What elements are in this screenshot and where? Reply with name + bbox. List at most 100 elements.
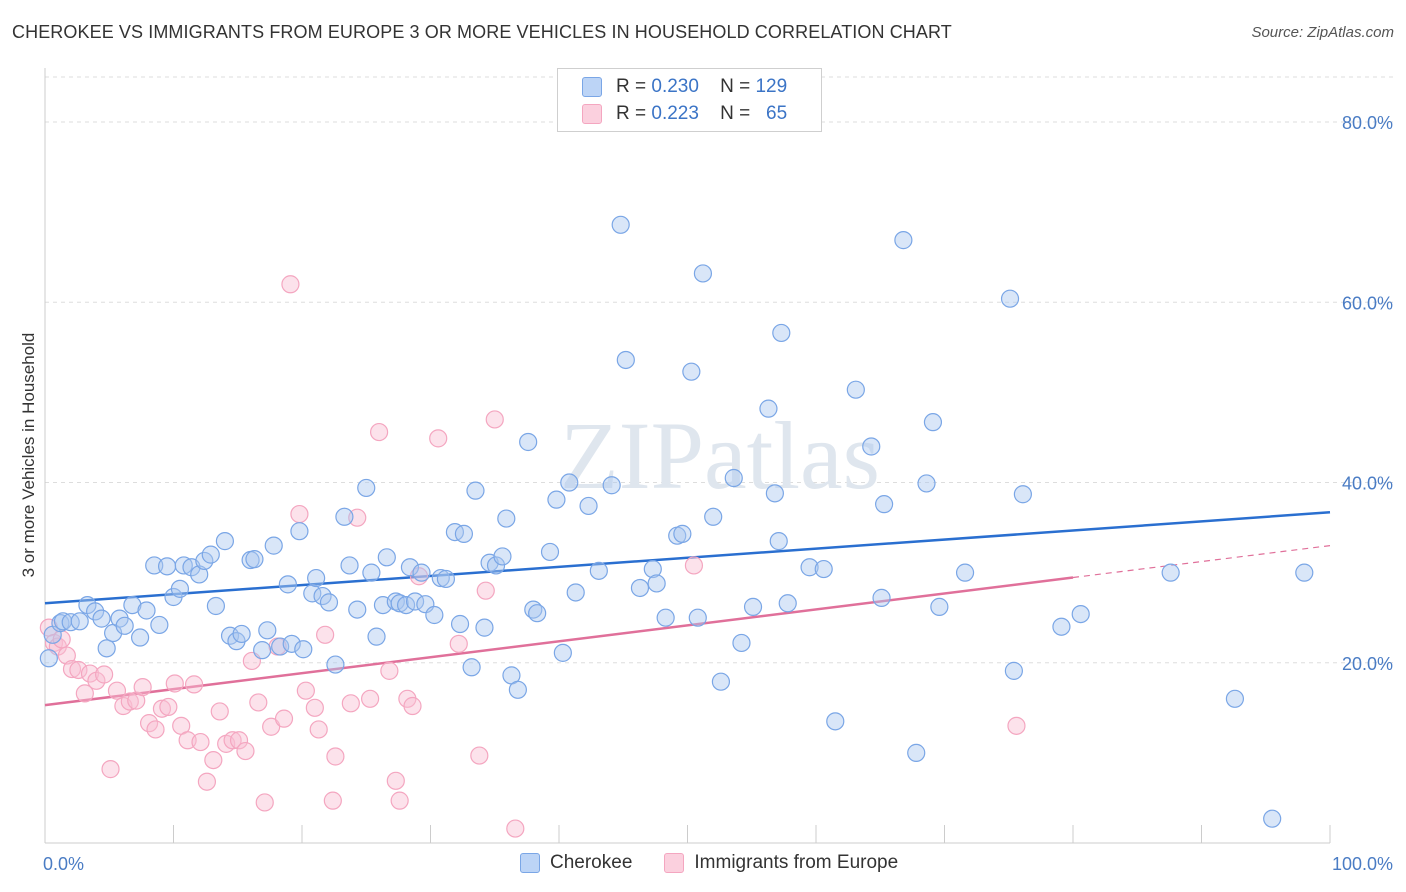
data-point xyxy=(223,731,242,750)
data-point xyxy=(508,680,527,699)
data-point xyxy=(340,556,359,575)
data-point xyxy=(386,771,405,790)
r-value: 0.223 xyxy=(651,103,699,124)
data-point xyxy=(357,478,376,498)
data-point xyxy=(137,601,156,620)
data-point xyxy=(1071,605,1090,624)
data-point xyxy=(215,532,234,551)
data-point xyxy=(362,563,381,582)
data-point xyxy=(528,604,547,623)
trend-line-extension-1 xyxy=(1072,545,1331,579)
data-point xyxy=(201,545,220,564)
data-point xyxy=(405,592,425,611)
n-label: N = xyxy=(720,76,751,97)
data-point xyxy=(258,621,277,640)
data-point xyxy=(335,507,354,526)
data-point xyxy=(589,561,608,580)
data-point xyxy=(361,689,380,708)
data-point xyxy=(711,672,731,691)
data-point xyxy=(282,634,301,653)
data-point xyxy=(732,633,751,653)
data-point xyxy=(449,634,468,653)
data-point xyxy=(743,597,763,616)
data-point xyxy=(184,675,204,694)
data-point xyxy=(326,747,345,766)
y-axis-label: 3 or more Vehicles in Household xyxy=(19,333,38,578)
legend-row-cherokee: R = 0.230 N = 129 xyxy=(582,74,787,100)
data-point xyxy=(1007,716,1026,735)
data-point xyxy=(875,495,894,514)
series-cherokee xyxy=(39,215,1314,828)
data-point xyxy=(170,579,190,598)
data-point xyxy=(95,665,114,684)
data-point xyxy=(245,550,264,569)
data-point xyxy=(470,746,489,765)
data-point xyxy=(800,558,819,577)
trend-lines xyxy=(44,511,1331,707)
data-point xyxy=(120,692,139,711)
data-point xyxy=(348,508,367,527)
y-tick-labels: 20.0% 40.0% 60.0% 80.0% xyxy=(1342,113,1393,674)
data-point xyxy=(462,658,481,677)
data-point xyxy=(229,731,249,750)
data-point xyxy=(769,532,788,551)
series-immigrants-from-europe xyxy=(39,275,1026,838)
data-point xyxy=(1004,661,1023,680)
data-point xyxy=(425,605,444,625)
data-point xyxy=(396,595,416,615)
legend-item-europe: Immigrants from Europe xyxy=(664,852,898,874)
data-point xyxy=(826,712,845,731)
data-point xyxy=(204,750,223,770)
data-point xyxy=(486,556,506,575)
data-point xyxy=(814,559,833,579)
data-point xyxy=(197,772,217,791)
data-point xyxy=(341,694,360,713)
data-point xyxy=(296,681,315,700)
data-point xyxy=(643,559,662,579)
data-point xyxy=(872,588,891,607)
data-point xyxy=(923,413,943,432)
gridlines xyxy=(45,76,1393,664)
data-point xyxy=(206,596,226,616)
n-value: 65 xyxy=(766,103,788,124)
data-point xyxy=(271,637,290,656)
data-point xyxy=(274,709,294,728)
data-point xyxy=(765,484,784,503)
data-point xyxy=(232,624,251,644)
data-point xyxy=(1263,809,1282,828)
data-point xyxy=(107,681,127,700)
data-point xyxy=(673,524,692,543)
data-point xyxy=(377,548,396,567)
data-point xyxy=(616,350,635,370)
watermark: ZIPatlas xyxy=(560,402,880,509)
series-legend: Cherokee Immigrants from Europe xyxy=(520,852,930,874)
x-tick-label-min: 0.0% xyxy=(43,854,84,874)
data-point xyxy=(86,602,105,621)
data-point xyxy=(210,702,229,721)
data-point xyxy=(52,630,71,649)
data-point xyxy=(1295,563,1314,582)
data-point xyxy=(475,618,494,637)
data-point xyxy=(370,422,389,442)
data-point xyxy=(1161,563,1180,582)
data-point xyxy=(1052,617,1071,636)
data-point xyxy=(69,660,88,680)
data-point xyxy=(367,627,386,646)
data-point xyxy=(281,275,300,294)
data-point xyxy=(326,655,345,674)
legend-item-cherokee: Cherokee xyxy=(520,852,632,874)
data-point xyxy=(323,791,342,810)
europe-swatch xyxy=(582,104,602,124)
data-point xyxy=(92,609,111,628)
data-point xyxy=(560,473,579,492)
data-point xyxy=(348,600,367,619)
cherokee-swatch xyxy=(582,77,602,97)
data-point xyxy=(57,646,76,665)
data-point xyxy=(579,496,598,516)
n-value: 129 xyxy=(755,76,788,97)
data-point xyxy=(497,509,516,528)
data-point xyxy=(101,760,120,779)
data-point xyxy=(684,556,704,575)
data-point xyxy=(1225,689,1245,708)
